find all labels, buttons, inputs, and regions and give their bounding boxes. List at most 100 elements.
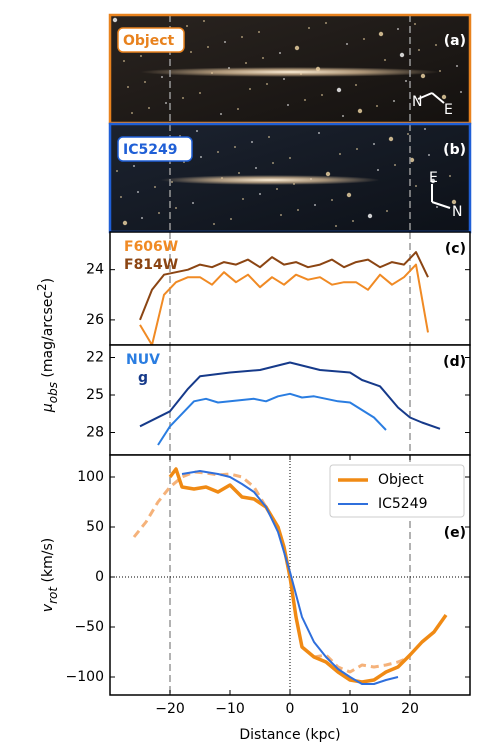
star — [415, 185, 417, 187]
star — [196, 130, 198, 132]
y-tick-label: 50 — [86, 519, 104, 535]
star — [280, 214, 282, 216]
star — [356, 148, 358, 150]
star — [200, 156, 202, 158]
star — [428, 154, 430, 156]
star — [123, 60, 125, 62]
star — [116, 170, 118, 172]
star — [336, 87, 342, 93]
y-tick-label: 100 — [77, 469, 104, 485]
star — [245, 62, 247, 64]
star — [207, 46, 209, 48]
star — [276, 188, 278, 190]
star — [318, 132, 320, 134]
compass-label: E — [429, 170, 438, 186]
star — [420, 73, 426, 79]
star — [217, 151, 219, 153]
star — [186, 25, 188, 27]
star — [325, 22, 327, 24]
star — [255, 167, 257, 169]
star — [249, 88, 251, 90]
panel-label: (c) — [445, 241, 466, 257]
star — [137, 191, 139, 193]
star — [451, 199, 457, 205]
star — [279, 52, 281, 54]
star — [378, 31, 384, 37]
x-tick-label: 20 — [401, 701, 419, 717]
series-line — [157, 392, 387, 446]
panel-label: (d) — [443, 354, 466, 370]
star — [394, 164, 396, 166]
star — [355, 84, 357, 86]
legend-label: g — [138, 370, 148, 386]
star — [262, 57, 264, 59]
star — [308, 27, 310, 29]
x-tick-label: 10 — [341, 701, 359, 717]
star — [268, 136, 270, 138]
star — [289, 157, 291, 159]
star — [237, 108, 239, 110]
star — [131, 112, 133, 114]
star — [158, 212, 160, 214]
star — [259, 193, 261, 195]
star — [325, 171, 331, 177]
legend-label: F606W — [124, 239, 178, 255]
star — [165, 102, 167, 104]
star — [339, 153, 341, 155]
y-label-end: ) — [40, 278, 56, 283]
star — [220, 113, 222, 115]
star — [386, 210, 388, 212]
star — [122, 220, 128, 226]
star — [161, 76, 163, 78]
star — [199, 92, 201, 94]
star — [112, 17, 118, 23]
panel-label: (b) — [443, 142, 466, 158]
legend-label: F814W — [124, 257, 178, 273]
star — [388, 136, 394, 142]
star — [120, 196, 122, 198]
star — [357, 108, 363, 114]
star — [321, 94, 323, 96]
galaxy — [160, 175, 380, 185]
y-axis-label: vrot (km/s) — [40, 538, 60, 612]
star — [331, 199, 333, 201]
star — [154, 186, 156, 188]
series-line — [139, 251, 429, 321]
star — [230, 218, 232, 220]
y-label-main: v — [40, 603, 56, 612]
star — [436, 206, 438, 208]
star — [377, 169, 379, 171]
star — [435, 44, 437, 46]
compass-label: E — [444, 102, 453, 118]
star — [393, 100, 395, 102]
star — [424, 128, 426, 130]
star — [376, 105, 378, 107]
image-label: Object — [123, 33, 175, 49]
star — [405, 80, 407, 82]
star — [148, 107, 150, 109]
y-tick-label: 0 — [95, 569, 104, 585]
star — [238, 172, 240, 174]
star — [272, 162, 274, 164]
x-tick-label: −10 — [215, 701, 245, 717]
star — [234, 146, 236, 148]
star — [140, 55, 142, 57]
star — [346, 43, 348, 45]
star — [363, 38, 365, 40]
plot-area — [110, 345, 470, 455]
y-tick-label: 28 — [86, 425, 104, 441]
star — [258, 31, 260, 33]
series-line — [139, 263, 429, 346]
star — [190, 51, 192, 53]
star — [133, 165, 135, 167]
legend-label: Object — [378, 472, 424, 488]
star — [418, 49, 420, 51]
star — [456, 65, 458, 67]
y-label-sup: 2 — [35, 283, 49, 291]
compass — [417, 92, 445, 104]
star — [251, 141, 253, 143]
star — [335, 225, 337, 227]
star — [127, 86, 129, 88]
y-tick-label: 24 — [86, 262, 104, 278]
y-label-main: μ — [40, 403, 56, 413]
